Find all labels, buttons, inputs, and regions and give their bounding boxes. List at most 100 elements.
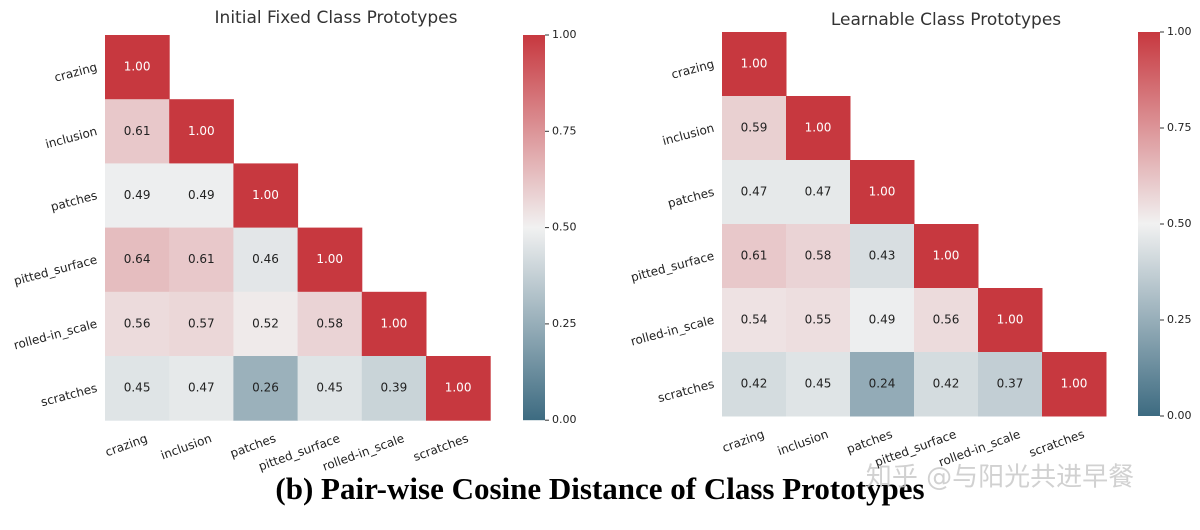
- colorbar-tick-label: 0.00: [1167, 409, 1192, 422]
- colorbar-tick-label: 1.00: [1167, 25, 1192, 38]
- cell-label: 0.42: [741, 377, 768, 391]
- cell-label: 0.58: [805, 249, 832, 263]
- y-tick-label: patches: [49, 188, 99, 214]
- y-tick-label: scratches: [39, 381, 98, 409]
- heatmap-cell: [105, 99, 170, 164]
- heatmap-cell: [233, 356, 299, 421]
- cell-label: 0.49: [124, 188, 151, 202]
- heatmap-cell: [105, 356, 170, 421]
- heatmap-cell: [1042, 352, 1107, 417]
- heatmap-cell: [786, 160, 851, 225]
- cell-label: 1.00: [252, 188, 279, 202]
- colorbar-tick-label: 1.00: [552, 28, 577, 41]
- cell-label: 0.58: [316, 316, 343, 330]
- cell-label: 0.59: [741, 121, 768, 135]
- y-tick-label: pitted_surface: [629, 249, 715, 285]
- colorbar-tick-label: 0.50: [1167, 217, 1192, 230]
- chart-title: Initial Fixed Class Prototypes: [215, 8, 458, 28]
- heatmap-cell: [914, 288, 979, 353]
- cell-label: 1.00: [741, 57, 768, 71]
- y-tick-label: pitted_surface: [12, 252, 98, 288]
- heatmap-cell: [850, 352, 915, 417]
- cell-label: 0.45: [805, 377, 832, 391]
- colorbar: [1138, 32, 1160, 416]
- cell-label: 0.49: [869, 313, 896, 327]
- cell-label: 0.45: [124, 381, 151, 395]
- heatmap-cell: [169, 99, 234, 164]
- heatmap-cell: [722, 160, 787, 225]
- heatmap-cell: [361, 291, 427, 357]
- heatmap-cell: [722, 288, 787, 353]
- cell-label: 0.61: [188, 252, 215, 266]
- heatmap-cell: [426, 356, 491, 421]
- heatmap-cell: [722, 96, 787, 161]
- heatmap-cell: [786, 288, 851, 353]
- cell-label: 0.61: [124, 124, 151, 138]
- colorbar-tick-label: 0.00: [552, 413, 577, 426]
- cell-label: 0.47: [741, 185, 768, 199]
- heatmap-cell: [786, 352, 851, 417]
- y-tick-label: inclusion: [661, 121, 716, 148]
- watermark: 知乎 @与阳光共进早餐: [866, 463, 1134, 493]
- colorbar-tick-label: 0.25: [1167, 313, 1192, 326]
- caption: (b) Pair-wise Cosine Distance of Class P…: [275, 471, 924, 506]
- heatmap-cell: [722, 224, 787, 289]
- y-tick-label: scratches: [656, 377, 715, 405]
- colorbar-tick-label: 0.75: [552, 124, 577, 137]
- heatmap-cell: [233, 291, 299, 357]
- cell-label: 1.00: [869, 185, 896, 199]
- heatmap-cell: [978, 288, 1043, 353]
- cell-label: 0.54: [741, 313, 768, 327]
- y-tick-label: rolled-in_scale: [12, 317, 99, 353]
- cell-label: 1.00: [381, 316, 408, 330]
- cell-label: 0.45: [316, 381, 343, 395]
- heatmap-cell: [233, 163, 299, 229]
- heatmap-cell: [361, 356, 427, 421]
- heatmap-cell: [722, 32, 787, 97]
- heatmap-cell: [297, 356, 363, 421]
- heatmap-cell: [914, 352, 979, 417]
- cell-label: 0.52: [252, 316, 279, 330]
- y-tick-label: crazing: [670, 57, 716, 82]
- heatmap-cell: [850, 224, 915, 289]
- colorbar-tick-label: 0.50: [552, 221, 577, 234]
- heatmap-cell: [169, 163, 234, 229]
- cell-label: 1.00: [124, 60, 151, 74]
- cell-label: 1.00: [188, 124, 215, 138]
- colorbar-tick-label: 0.25: [552, 317, 577, 330]
- cell-label: 0.55: [805, 313, 832, 327]
- cell-label: 0.56: [933, 313, 960, 327]
- cell-label: 0.57: [188, 316, 215, 330]
- heatmap-cell: [169, 356, 234, 421]
- heatmap-cell: [169, 227, 234, 293]
- cell-label: 0.61: [741, 249, 768, 263]
- x-tick-label: inclusion: [776, 427, 831, 458]
- colorbar-tick-label: 0.75: [1167, 121, 1192, 134]
- cell-label: 0.24: [869, 377, 896, 391]
- cell-label: 1.00: [805, 121, 832, 135]
- cell-label: 0.43: [869, 249, 896, 263]
- cell-label: 0.26: [252, 381, 279, 395]
- heatmap-cell: [850, 160, 915, 225]
- x-tick-label: inclusion: [159, 431, 214, 462]
- y-tick-label: inclusion: [44, 124, 99, 151]
- heatmap-cell: [169, 291, 234, 357]
- heatmap-cell: [105, 291, 170, 357]
- cell-label: 1.00: [997, 313, 1024, 327]
- cell-label: 1.00: [933, 249, 960, 263]
- heatmap-cell: [786, 96, 851, 161]
- heatmap-cell: [233, 227, 299, 293]
- heatmap-cell: [850, 288, 915, 353]
- x-tick-label: crazing: [720, 427, 766, 455]
- cell-label: 0.42: [933, 377, 960, 391]
- x-tick-label: scratches: [1027, 427, 1086, 460]
- cell-label: 0.39: [381, 381, 408, 395]
- y-tick-label: crazing: [53, 60, 99, 85]
- cell-label: 0.56: [124, 316, 151, 330]
- heatmap-cell: [105, 163, 170, 229]
- colorbar: [523, 35, 545, 421]
- y-tick-label: patches: [666, 185, 716, 211]
- cell-label: 0.46: [252, 252, 279, 266]
- heatmap-cell: [105, 227, 170, 293]
